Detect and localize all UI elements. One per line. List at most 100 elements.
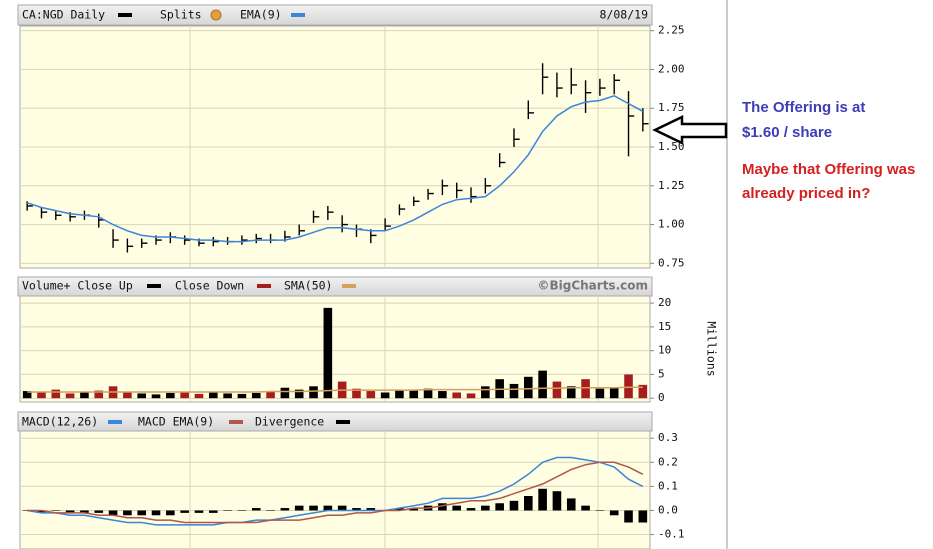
bar <box>595 510 605 511</box>
bar <box>481 386 490 399</box>
legend-swatch <box>229 420 243 424</box>
bar <box>251 392 261 399</box>
volume-plot <box>19 295 651 403</box>
legend-label: MACD(12,26) <box>22 415 98 429</box>
bar <box>409 508 419 511</box>
bar <box>423 388 433 399</box>
legend-label: MACD EMA(9) <box>138 415 214 429</box>
bar <box>438 391 447 399</box>
bar <box>581 505 590 511</box>
bar <box>223 510 232 511</box>
bar <box>80 510 89 513</box>
bar <box>37 510 46 513</box>
legend-label: Close Down <box>175 279 244 293</box>
bar <box>280 387 290 399</box>
bar <box>538 488 547 511</box>
y-tick-label: 0.3 <box>658 431 678 444</box>
series-line <box>27 386 643 393</box>
bar <box>524 376 533 399</box>
bar <box>251 508 261 511</box>
y-tick-label: 2.25 <box>658 24 685 37</box>
bar <box>180 391 189 399</box>
chart-title: CA:NGD Daily <box>22 8 105 22</box>
legend-swatch <box>291 13 305 17</box>
bar <box>538 370 547 399</box>
bar <box>366 508 376 511</box>
bar <box>552 381 562 399</box>
series-line <box>26 94 644 243</box>
bar <box>395 508 404 511</box>
annotation: already priced in? <box>742 185 870 202</box>
macd-plot <box>19 430 651 549</box>
bar <box>352 388 361 399</box>
bar <box>266 510 275 511</box>
bar <box>51 510 61 511</box>
legend-swatch <box>257 284 271 288</box>
y-tick-label: 1.75 <box>658 101 685 114</box>
y-tick-label: 20 <box>658 296 671 309</box>
bar <box>309 505 318 511</box>
y-tick-label: 0.2 <box>658 455 678 468</box>
bar <box>266 391 275 399</box>
legend-swatch <box>118 13 132 17</box>
bar <box>309 386 318 399</box>
bar <box>22 391 32 399</box>
bar <box>380 392 390 399</box>
bar <box>194 510 204 513</box>
bar <box>452 392 461 399</box>
bar <box>438 503 447 511</box>
bar <box>80 392 89 399</box>
bar <box>323 505 333 511</box>
date-label: 8/08/19 <box>600 8 649 22</box>
bar <box>366 391 376 399</box>
annotation: $1.60 / share <box>742 124 832 141</box>
bar <box>209 392 218 399</box>
bar <box>323 307 333 399</box>
bar <box>123 510 132 516</box>
bar <box>624 374 633 399</box>
bar <box>137 393 146 399</box>
y-tick-label: 1.00 <box>658 218 685 231</box>
bar <box>22 510 32 511</box>
legend-label: SMA(50) <box>284 279 332 293</box>
bar <box>638 510 648 523</box>
legend-label: Volume+ Close Up <box>22 279 133 293</box>
bar <box>280 508 290 511</box>
bar <box>209 510 218 513</box>
legend-label: EMA(9) <box>240 8 282 22</box>
bar <box>151 510 161 516</box>
bar <box>409 390 419 399</box>
bar <box>108 510 118 516</box>
bar <box>237 510 247 511</box>
y-tick-label: 0.0 <box>658 503 678 516</box>
bar <box>509 383 519 399</box>
annotation: Maybe that Offering was <box>742 161 915 178</box>
arrow <box>652 115 728 145</box>
splits-icon <box>210 9 222 21</box>
bar <box>337 505 347 511</box>
watermark: ©BigCharts.com <box>537 279 648 293</box>
bar <box>166 510 175 516</box>
y-tick-label: 5 <box>658 367 665 380</box>
bar <box>37 392 46 399</box>
y-tick-label: 10 <box>658 344 671 357</box>
bar <box>552 491 562 511</box>
bar <box>294 389 304 399</box>
bar <box>624 510 633 523</box>
bar <box>294 505 304 511</box>
bar <box>509 500 519 511</box>
legend-label: Divergence <box>255 415 324 429</box>
y-tick-label: 0 <box>658 391 665 404</box>
bar <box>151 394 161 399</box>
bar <box>194 393 204 399</box>
bar <box>452 505 461 511</box>
y-tick-label: 0.75 <box>658 256 685 269</box>
bar <box>581 379 590 399</box>
legend-swatch <box>108 420 122 424</box>
bar <box>638 384 648 399</box>
annotation: The Offering is at <box>742 99 865 116</box>
series-line <box>27 461 644 524</box>
legend-swatch <box>147 284 161 288</box>
series-line <box>27 456 644 526</box>
